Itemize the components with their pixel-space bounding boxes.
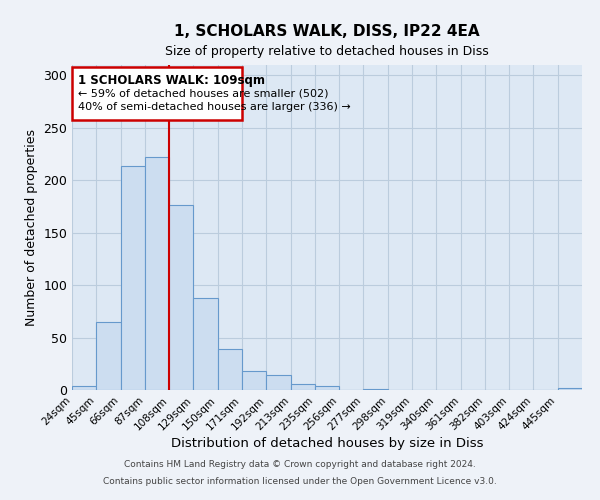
Bar [96,322,121,390]
Text: Contains public sector information licensed under the Open Government Licence v3: Contains public sector information licen… [103,478,497,486]
Bar [72,386,96,390]
Text: Size of property relative to detached houses in Diss: Size of property relative to detached ho… [165,46,489,59]
Text: 40% of semi-detached houses are larger (336) →: 40% of semi-detached houses are larger (… [78,102,350,112]
Bar [315,386,339,390]
Bar [266,376,290,390]
Bar [364,389,388,390]
Text: 1, SCHOLARS WALK, DISS, IP22 4EA: 1, SCHOLARS WALK, DISS, IP22 4EA [174,24,480,39]
Bar [193,298,218,390]
Bar [121,166,145,390]
X-axis label: Distribution of detached houses by size in Diss: Distribution of detached houses by size … [171,438,483,450]
Y-axis label: Number of detached properties: Number of detached properties [25,129,38,326]
Bar [218,349,242,390]
Bar [145,158,169,390]
Text: 1 SCHOLARS WALK: 109sqm: 1 SCHOLARS WALK: 109sqm [78,74,265,88]
Text: ← 59% of detached houses are smaller (502): ← 59% of detached houses are smaller (50… [78,88,328,98]
Bar [169,206,193,390]
FancyBboxPatch shape [72,67,242,120]
Bar [242,371,266,390]
Text: Contains HM Land Registry data © Crown copyright and database right 2024.: Contains HM Land Registry data © Crown c… [124,460,476,469]
Bar [558,388,582,390]
Bar [290,384,315,390]
